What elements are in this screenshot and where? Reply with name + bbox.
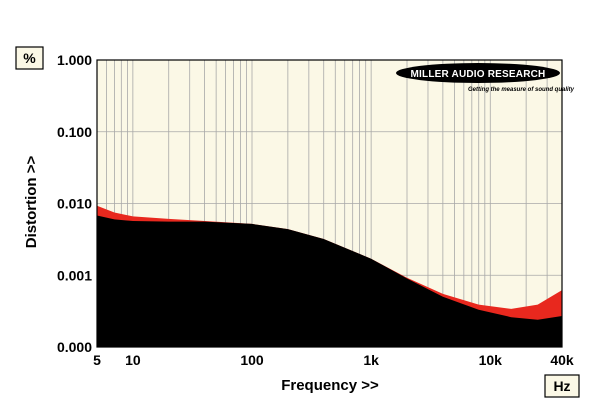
plot-frame <box>96 59 563 348</box>
x-axis-title: Frequency >> <box>281 377 379 394</box>
x-tick-label: 10 <box>125 352 141 368</box>
series-layer <box>97 205 562 347</box>
y-unit-label: % <box>23 50 36 66</box>
logo-name: MILLER AUDIO RESEARCH <box>411 69 546 80</box>
x-tick-label: 1k <box>363 352 379 368</box>
y-tick-label: 1.000 <box>57 52 92 68</box>
y-tick-label: 0.100 <box>57 124 92 140</box>
x-tick-label: 40k <box>550 352 574 368</box>
logo-tagline: Getting the measure of sound quality <box>468 87 575 93</box>
x-tick-label: 5 <box>93 352 101 368</box>
x-unit-box <box>544 374 580 398</box>
x-unit-label: Hz <box>553 378 570 394</box>
y-tick-labels: 1.000 0.100 0.010 0.001 0.000 <box>57 52 92 355</box>
x-tick-labels: 5 10 100 1k 10k 40k <box>93 352 574 368</box>
series-area-black <box>97 215 562 347</box>
y-axis-title: Distortion >> <box>23 156 40 249</box>
y-unit-box <box>15 46 44 70</box>
x-tick-label: 100 <box>240 352 264 368</box>
y-tick-label: 0.000 <box>57 339 92 355</box>
y-tick-label: 0.010 <box>57 196 92 212</box>
y-tick-label: 0.001 <box>57 267 92 283</box>
x-tick-label: 10k <box>479 352 503 368</box>
miller-audio-research-logo: MILLER AUDIO RESEARCH Getting the measur… <box>396 63 575 93</box>
